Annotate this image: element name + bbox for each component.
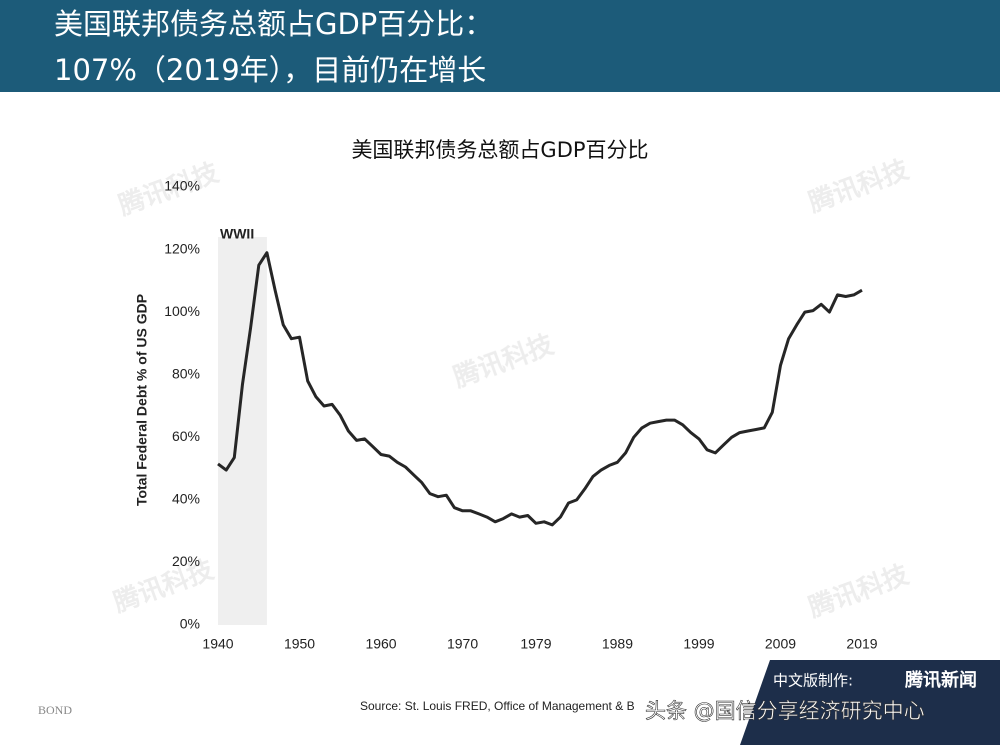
y-tick-label: 100% <box>164 303 200 319</box>
x-tick-label: 1940 <box>202 636 233 652</box>
wwii-band <box>218 237 267 625</box>
wwii-label: WWII <box>220 226 254 242</box>
y-tick-label: 20% <box>172 553 200 569</box>
plot: WWII 0% 20% 40% 60% 80% 100% 120% 140% 1940 1950 19… <box>164 178 878 652</box>
x-tick-label: 2019 <box>846 636 877 652</box>
y-tick-label: 40% <box>172 491 200 507</box>
y-tick-label: 80% <box>172 365 200 381</box>
y-axis-label: Total Federal Debt % of US GDP <box>134 294 150 506</box>
y-tick-label: 140% <box>164 178 200 194</box>
x-tick-label: 1989 <box>602 636 633 652</box>
x-tick-label: 1999 <box>683 636 714 652</box>
credit-badge <box>740 660 1000 745</box>
brand: BOND <box>38 703 72 717</box>
x-tick-label: 1970 <box>447 636 478 652</box>
y-tick-label: 60% <box>172 428 200 444</box>
x-tick-label: 2009 <box>765 636 796 652</box>
y-tick-label: 0% <box>180 616 200 632</box>
repost-watermark: 头条 @国信分享经济研究中心 <box>645 699 925 723</box>
header-line: 美国联邦债务总额占GDP百分比： <box>54 7 493 41</box>
watermark: 腾讯科技 <box>450 330 558 394</box>
watermark: 腾讯科技 <box>110 555 218 619</box>
source: Source: St. Louis FRED, Office of Manage… <box>360 699 635 713</box>
line <box>217 251 863 527</box>
watermark: 腾讯科技 <box>805 560 913 624</box>
header-line: 107%（2019年），目前仍在增长 <box>54 53 486 87</box>
x-tick-label: 1960 <box>365 636 396 652</box>
chart-title: 美国联邦债务总额占GDP百分比 <box>351 138 648 162</box>
header-band <box>0 0 1000 92</box>
watermark: 腾讯科技 <box>805 155 913 219</box>
credit-name: 腾讯新闻 <box>905 669 977 691</box>
y-tick-label: 120% <box>164 240 200 256</box>
credit-label: 中文版制作: <box>773 672 853 690</box>
x-tick-label: 1979 <box>520 636 551 652</box>
x-tick-label: 1950 <box>284 636 315 652</box>
